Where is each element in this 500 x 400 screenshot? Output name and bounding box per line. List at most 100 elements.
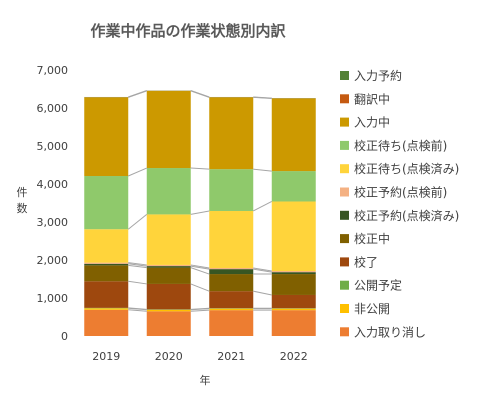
y-tick-label: 0	[61, 330, 68, 343]
bar-segment	[146, 168, 191, 215]
legend-label: 校正予約(点検済み)	[354, 208, 459, 223]
series-connector-line	[190, 210, 210, 215]
bar-segment	[84, 229, 129, 263]
bar-segment	[146, 311, 191, 336]
y-axis-title-char-2: 数	[17, 202, 28, 215]
series-connector-line	[253, 96, 272, 99]
bar-segment	[209, 210, 254, 268]
series-connector-line	[190, 283, 210, 292]
series-connector-line	[253, 201, 272, 212]
series-connector-line	[128, 90, 147, 98]
y-tick-label: 4,000	[37, 178, 69, 191]
series-connector-line	[253, 168, 272, 172]
legend-swatch	[340, 327, 349, 337]
bar-segment	[271, 171, 316, 202]
x-axis-title: 年	[200, 373, 211, 387]
legend-swatch	[340, 304, 349, 313]
bar-segment	[84, 263, 129, 266]
bar-segment	[84, 97, 129, 177]
bar-segment	[146, 90, 191, 169]
y-tick-label: 5,000	[37, 140, 69, 153]
series-connector-line	[190, 167, 210, 170]
bar-segment	[271, 274, 316, 295]
x-tick-label: 2021	[217, 350, 245, 363]
bar-segment	[271, 201, 316, 272]
bar-segment	[209, 269, 254, 275]
legend-label: 校了	[354, 254, 378, 269]
series-connector-line	[190, 265, 210, 270]
series-connector-line	[128, 262, 147, 266]
bar-segment	[84, 281, 129, 308]
series-connector-line	[128, 307, 147, 310]
bar-segment	[271, 272, 316, 275]
legend-label: 非公開	[354, 302, 390, 316]
series-connector-line	[127, 214, 148, 230]
bar-segment	[271, 310, 316, 336]
series-connector-line	[128, 263, 147, 267]
legend-swatch	[340, 117, 349, 127]
bar-segment	[146, 267, 191, 284]
chart-title: 作業中作品の作業状態別内訳	[90, 22, 286, 40]
series-connector-line	[128, 264, 147, 269]
x-tick-label: 2022	[280, 350, 308, 363]
bar-segment	[84, 309, 129, 336]
y-tick-label: 6,000	[37, 102, 69, 115]
bar-segment	[209, 169, 254, 211]
series-connector-line	[253, 267, 272, 272]
legend-label: 校正予約(点検前)	[354, 185, 447, 200]
series-connector-line	[190, 264, 210, 269]
bar-segment	[84, 176, 129, 230]
legend-swatch	[340, 71, 349, 80]
series-connector-line	[190, 90, 210, 98]
series-connector-line	[190, 267, 210, 275]
legend-label: 入力予約	[354, 68, 402, 83]
bar-segment	[209, 267, 254, 270]
bar-segment	[271, 98, 316, 172]
x-tick-label: 2020	[155, 350, 183, 363]
series-connector-line	[128, 280, 147, 285]
bar-segment	[271, 271, 316, 273]
y-tick-label: 1,000	[37, 292, 69, 305]
legend-label: 入力中	[354, 115, 390, 130]
bar-segment	[84, 262, 129, 264]
legend-label: 翻訳中	[354, 91, 390, 106]
series-connector-line	[128, 167, 147, 177]
bar-segment	[209, 310, 254, 336]
legend-swatch	[340, 234, 349, 244]
legend-swatch	[340, 94, 349, 104]
series-connector-line	[190, 309, 210, 312]
legend-swatch	[340, 164, 349, 174]
series-connector-line	[253, 290, 272, 296]
bar-segment	[146, 266, 191, 268]
legend-swatch	[340, 140, 349, 150]
legend-label: 校正中	[354, 231, 390, 246]
y-tick-label: 2,000	[37, 254, 69, 267]
bar-segment	[146, 264, 191, 267]
bar-segment	[209, 308, 254, 311]
legend-label: 校正待ち(点検済み)	[354, 161, 459, 176]
bar-segment	[146, 309, 191, 312]
legend-swatch	[340, 257, 349, 267]
legend-swatch	[340, 280, 349, 290]
legend-swatch	[340, 210, 349, 220]
legend-label: 公開予定	[354, 278, 402, 293]
y-tick-label: 7,000	[37, 64, 69, 77]
legend-label: 入力取り消し	[354, 325, 426, 339]
legend-swatch	[340, 187, 349, 197]
bar-segment	[209, 274, 254, 292]
bar-segment	[84, 308, 129, 310]
series-connector-line	[253, 268, 272, 273]
bar-segment	[146, 283, 191, 310]
bar-segment	[271, 308, 316, 311]
y-axis-title: 件 数	[17, 186, 28, 215]
series-connector-line	[190, 307, 210, 310]
bar-segment	[146, 214, 191, 265]
y-axis-title-char-1: 件	[17, 186, 28, 199]
legend-label: 校正待ち(点検前)	[354, 138, 447, 153]
y-tick-label: 3,000	[37, 216, 69, 229]
x-tick-label: 2019	[92, 350, 120, 363]
bar-segment	[209, 291, 254, 309]
